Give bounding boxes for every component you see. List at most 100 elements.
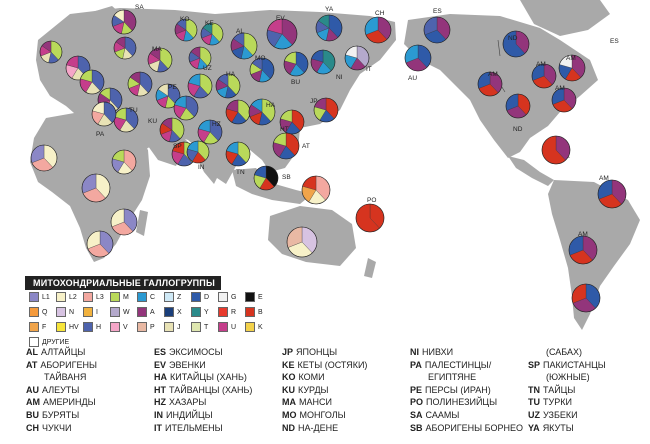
pie-outline [249, 57, 275, 83]
greenland-land [520, 0, 610, 36]
legend-swatch [83, 307, 93, 318]
legend-label: Y [204, 309, 209, 316]
legend-label: T [204, 324, 209, 331]
legend-swatch [218, 322, 228, 333]
population-code: IN [154, 409, 163, 420]
legend-swatch [110, 292, 120, 303]
legend-swatch [245, 307, 255, 318]
population-row: ТАЙВАНЯ [26, 371, 97, 384]
pie-outline [541, 135, 571, 165]
population-code: AM [26, 397, 40, 408]
population-pie [541, 135, 571, 165]
population-name: КОМИ [298, 372, 325, 383]
population-code: EV [154, 359, 167, 370]
pie-outline [91, 101, 117, 127]
population-name: (ЮЖНЫЕ) [546, 372, 590, 383]
legend-label: F [42, 324, 47, 331]
map-label-al: AL [236, 28, 244, 35]
legend-item-j: J [164, 322, 181, 336]
population-row: CH ЧУКЧИ [26, 422, 97, 435]
map-label-am-2: AM [536, 61, 546, 68]
population-pie [266, 18, 298, 50]
map-label-mo: MO [255, 55, 265, 62]
population-code: AT [26, 359, 38, 370]
legend-label: A [150, 309, 155, 316]
legend-swatch [191, 322, 201, 333]
population-pie [253, 165, 279, 191]
population-pie [230, 32, 258, 60]
map-label-nd-2: ND [513, 126, 523, 133]
map-label-ev: EV [276, 15, 285, 22]
population-code: JP [282, 347, 294, 357]
pie-outline [344, 45, 370, 71]
population-pie [310, 49, 336, 75]
population-pie [127, 71, 153, 97]
map-label-pa: PA [96, 131, 105, 138]
population-row: HZ ХАЗАРЫ [154, 396, 252, 409]
population-pie [225, 141, 251, 167]
population-row: KU КУРДЫ [282, 384, 367, 397]
pie-outline [266, 18, 298, 50]
map-label-ch: CH [375, 10, 385, 17]
legend-swatch [83, 322, 93, 333]
population-name: ЭВЕНКИ [169, 359, 206, 370]
population-pie [91, 101, 117, 127]
legend-swatch [245, 322, 255, 333]
population-name: (САБАХ) [546, 347, 583, 357]
legend-item-l2: L2 [56, 292, 77, 306]
population-column: NI НИВХИ PA ПАЛЕСТИНЦЫ/ЕГИПТЯНЕ PE ПЕРСЫ (ИРА… [410, 346, 523, 434]
population-name: КЕТЫ (ОСТЯКИ) [297, 359, 368, 370]
population-row: ES ЭКСИМОСЫ [154, 346, 252, 359]
population-code: KU [282, 384, 295, 395]
map-label-am-5: AM [599, 175, 609, 182]
population-row: MO МОНГОЛЫ [282, 409, 367, 422]
legend-item-q: Q [29, 307, 47, 321]
map-label-ku: KU [148, 118, 157, 125]
pie-outline [310, 49, 336, 75]
legend-swatch [137, 292, 147, 303]
legend-item-u: U [218, 322, 236, 336]
population-code: KO [282, 372, 296, 383]
population-pie [81, 173, 111, 203]
map-label-at: AT [302, 143, 310, 150]
pie-outline [272, 132, 300, 160]
pie-outline [248, 98, 276, 126]
population-column: ES ЭКСИМОСЫ EV ЭВЕНКИ HA КИТАЙЦЫ (ХАНЬ) HT ТАЙВ… [154, 346, 252, 434]
population-code: AL [26, 347, 38, 357]
legend-item-h: H [83, 322, 101, 336]
population-pie [571, 283, 601, 313]
legend-label: X [177, 309, 182, 316]
population-pie [200, 22, 224, 46]
legend-item-b: B [245, 307, 263, 321]
population-row: TU ТУРКИ [528, 396, 606, 409]
legend-title: МИТОХОНДРИАЛЬНЫЕ ГАЛЛОГРУППЫ [25, 276, 221, 290]
population-pie [364, 16, 392, 44]
legend-item-m: M [110, 292, 129, 306]
population-code: TN [528, 384, 540, 395]
legend-swatch [245, 292, 255, 303]
population-pie [110, 208, 138, 236]
population-name: АМЕРИНДЫ [43, 397, 96, 408]
population-pie [86, 230, 114, 258]
pie-outline [39, 40, 63, 64]
legend-label: J [177, 324, 181, 331]
population-row: KE КЕТЫ (ОСТЯКИ) [282, 359, 367, 372]
population-pie [279, 109, 305, 135]
population-name: ТАЙВАНЦЫ (ХАНЬ) [169, 384, 253, 395]
population-pie [301, 175, 331, 205]
legend-label: I [96, 309, 98, 316]
population-pie [113, 107, 139, 133]
pie-outline [301, 175, 331, 205]
map-label-po: PO [367, 197, 376, 204]
population-pie [111, 9, 137, 35]
pie-outline [113, 36, 137, 60]
legend-item-a: A [137, 307, 155, 321]
population-code: PA [410, 359, 422, 370]
population-code: TU [528, 397, 540, 408]
map-label-ma: MA [152, 46, 162, 53]
legend-label: D [204, 294, 210, 301]
map-label-ht: HT [280, 126, 289, 133]
map-label-jp: JP [310, 98, 318, 105]
population-pie [197, 119, 223, 145]
map-label-ke: KE [205, 20, 214, 27]
